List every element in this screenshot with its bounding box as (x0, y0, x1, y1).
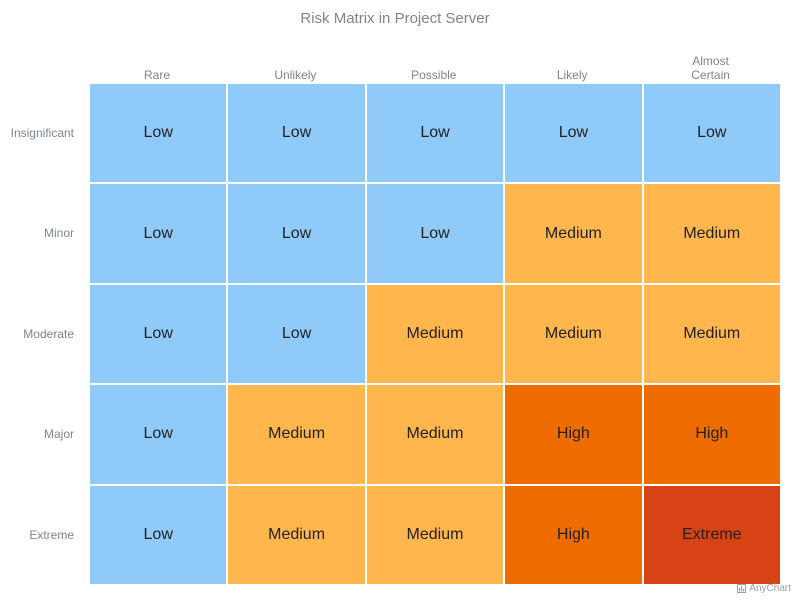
matrix-cell[interactable]: Low (90, 485, 227, 584)
matrix-cell[interactable]: High (505, 485, 642, 584)
matrix-cell[interactable]: Low (228, 284, 365, 384)
matrix-cell[interactable]: Medium (228, 485, 365, 584)
matrix-cell[interactable]: Low (90, 184, 227, 283)
matrix-cell[interactable]: Low (505, 84, 642, 183)
matrix-cell[interactable]: Medium (366, 284, 504, 384)
column-header: Almost Certain (691, 54, 730, 82)
matrix-cell[interactable]: Medium (366, 385, 504, 484)
matrix-cell[interactable]: Low (228, 84, 365, 183)
matrix-cell[interactable]: Medium (643, 284, 780, 384)
row-header: Moderate (23, 326, 74, 341)
column-header: Likely (556, 68, 588, 82)
row-header: Extreme (29, 527, 74, 542)
matrix-cell[interactable]: Medium (505, 184, 642, 283)
matrix-cell[interactable]: High (505, 385, 642, 484)
credits-label: AnyChart (749, 583, 791, 594)
matrix-cell[interactable]: Low (90, 385, 227, 484)
matrix-cell[interactable]: Medium (505, 284, 642, 384)
matrix-cell[interactable]: Medium (366, 485, 504, 584)
chart-logo-icon (737, 584, 747, 593)
row-header: Minor (43, 226, 74, 241)
matrix-cell[interactable]: Extreme (643, 485, 780, 584)
row-header: Major (43, 427, 74, 442)
matrix-cell[interactable]: Low (90, 84, 227, 183)
matrix-cell[interactable]: Low (643, 84, 780, 183)
credits[interactable]: AnyChart (737, 583, 791, 594)
column-header: Possible (411, 68, 457, 82)
matrix-cell[interactable]: Low (228, 184, 365, 283)
column-header: Unlikely (274, 68, 317, 82)
row-header: Insignificant (10, 126, 74, 140)
chart-title: Risk Matrix in Project Server (300, 10, 490, 27)
matrix-cell[interactable]: Low (366, 84, 504, 183)
column-header: Rare (143, 68, 170, 82)
matrix-cell[interactable]: Medium (228, 385, 365, 484)
matrix-cell[interactable]: Medium (643, 184, 780, 283)
matrix-cell[interactable]: Low (90, 284, 227, 384)
matrix-cell[interactable]: Low (366, 184, 504, 283)
matrix-cell[interactable]: High (643, 385, 780, 484)
